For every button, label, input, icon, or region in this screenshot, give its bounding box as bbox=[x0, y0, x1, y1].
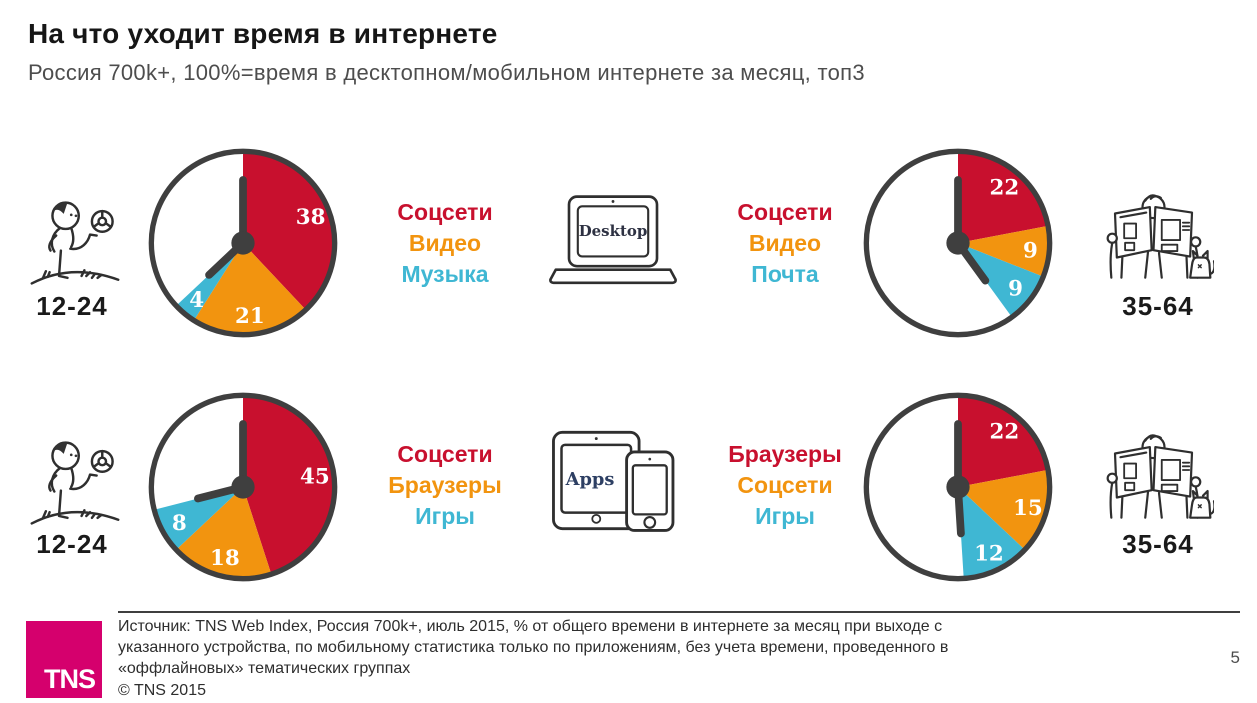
pie-slice-0 bbox=[958, 396, 1047, 487]
footer-source-line: «оффлайновых» тематических группах bbox=[118, 659, 411, 677]
category-list-desktop-35-64: Соцсети Видео Почта bbox=[700, 197, 870, 290]
device-label-desktop: Desktop bbox=[579, 222, 648, 240]
category-item: Браузеры bbox=[728, 441, 842, 467]
kid-football-icon bbox=[30, 441, 120, 525]
footer-source-line: Источник: TNS Web Index, Россия 700k+, и… bbox=[118, 618, 943, 635]
page-subtitle: Россия 700k+, 100%=время в десктопном/мо… bbox=[28, 60, 865, 85]
pie-clock-desktop-12-24: 38 21 4 bbox=[148, 148, 338, 338]
page-number: 5 bbox=[1230, 648, 1240, 667]
age-label-35-64: 35-64 bbox=[1122, 291, 1194, 321]
apps-tablet-phone-icon: Apps bbox=[552, 430, 675, 532]
age-label-35-64: 35-64 bbox=[1122, 529, 1194, 559]
category-item: Видео bbox=[408, 230, 482, 256]
clock-ring bbox=[148, 392, 338, 582]
clock-ring bbox=[863, 392, 1053, 582]
age-label-12-24: 12-24 bbox=[36, 291, 108, 321]
pie-slice-0 bbox=[243, 152, 334, 309]
pie-slice-2 bbox=[155, 487, 243, 549]
kid-football-icon bbox=[30, 201, 120, 285]
category-list-apps-35-64: Браузеры Соцсети Игры bbox=[700, 439, 870, 532]
clock-center-dot bbox=[946, 231, 970, 255]
newspaper-reader-cat-icon bbox=[1106, 194, 1214, 279]
pie-slice-value: 21 bbox=[235, 304, 265, 329]
footer-copyright: © TNS 2015 bbox=[118, 682, 206, 700]
pie-slice-value: 9 bbox=[1008, 276, 1023, 301]
pie-slice-value: 18 bbox=[210, 546, 240, 571]
age-label-12-24: 12-24 bbox=[36, 529, 108, 559]
clock-center-dot bbox=[231, 475, 255, 499]
clock-ring bbox=[148, 148, 338, 338]
category-item: Соцсети bbox=[737, 472, 833, 498]
pie-slice-value: 15 bbox=[1013, 496, 1043, 521]
pie-slice-value: 9 bbox=[1023, 239, 1038, 264]
pie-slice-value: 45 bbox=[300, 464, 330, 489]
category-item: Игры bbox=[755, 503, 815, 529]
pie-clock-desktop-35-64: 22 99 bbox=[863, 148, 1053, 338]
clock-center-dot bbox=[231, 231, 255, 255]
pie-slice-value: 8 bbox=[172, 511, 187, 536]
tns-logo-text: TNS bbox=[44, 664, 96, 694]
desktop-laptop-icon: Desktop bbox=[549, 195, 677, 285]
device-label-apps: Apps bbox=[565, 469, 615, 490]
category-item: Соцсети bbox=[397, 441, 493, 467]
pie-slice-1 bbox=[194, 243, 305, 334]
category-list-apps-12-24: Соцсети Браузеры Игры bbox=[360, 439, 530, 532]
pie-slice-value: 12 bbox=[974, 542, 1004, 567]
clock-ring bbox=[863, 148, 1053, 338]
pie-slice-value: 38 bbox=[296, 205, 326, 230]
pie-slice-2 bbox=[958, 243, 1042, 316]
category-item: Браузеры bbox=[388, 472, 502, 498]
pie-slice-value: 4 bbox=[189, 288, 204, 313]
pie-slice-2 bbox=[958, 487, 1024, 578]
newspaper-reader-cat-icon bbox=[1106, 434, 1214, 519]
category-item: Почта bbox=[751, 261, 819, 287]
pie-slice-value: 22 bbox=[990, 420, 1020, 445]
pie-clock-apps-35-64: 22 15 12 bbox=[863, 392, 1053, 582]
category-item: Игры bbox=[415, 503, 475, 529]
pie-slice-1 bbox=[958, 470, 1049, 549]
footer-source-line: указанного устройства, по мобильному ста… bbox=[118, 638, 949, 656]
category-list-desktop-12-24: Соцсети Видео Музыка bbox=[360, 197, 530, 290]
pie-slice-0 bbox=[958, 152, 1047, 243]
footer-source: Источник: TNS Web Index, Россия 700k+, и… bbox=[118, 617, 1098, 702]
pie-slice-0 bbox=[243, 396, 334, 573]
tns-logo: TNS bbox=[26, 621, 102, 698]
pie-clock-apps-12-24: 45 18 8 bbox=[148, 392, 338, 582]
footer-divider bbox=[118, 611, 1240, 613]
category-item: Соцсети bbox=[737, 199, 833, 225]
category-item: Музыка bbox=[401, 261, 489, 287]
category-item: Соцсети bbox=[397, 199, 493, 225]
category-item: Видео bbox=[748, 230, 822, 256]
pie-slice-value: 22 bbox=[990, 176, 1020, 201]
clock-center-dot bbox=[946, 475, 970, 499]
pie-slice-1 bbox=[177, 487, 271, 578]
pie-slice-1 bbox=[958, 226, 1049, 277]
page-title: На что уходит время в интернете bbox=[28, 18, 498, 49]
